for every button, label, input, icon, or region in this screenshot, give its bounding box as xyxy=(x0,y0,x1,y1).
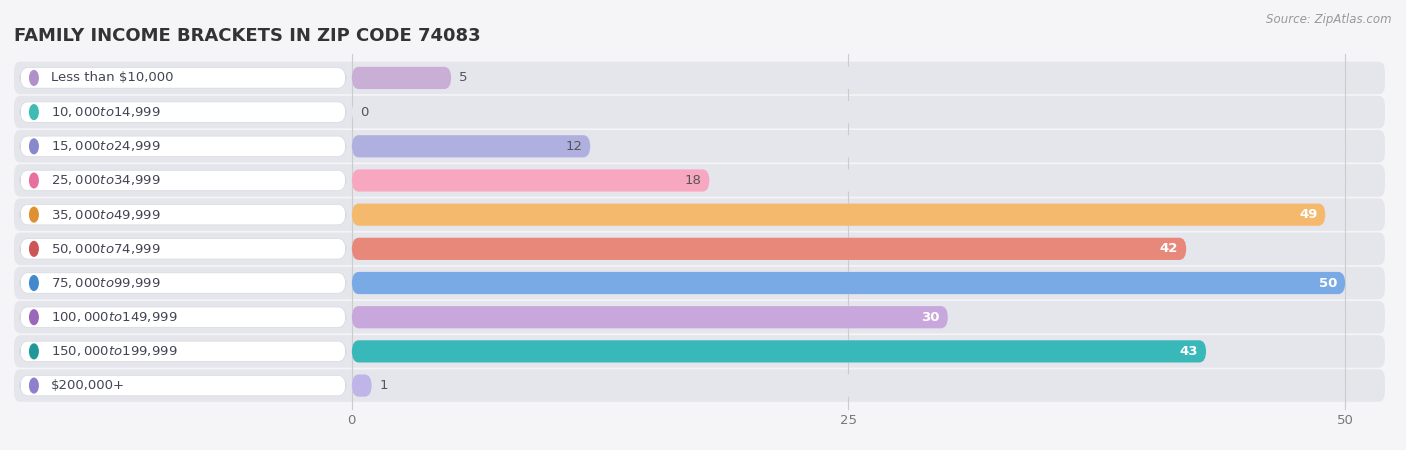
FancyBboxPatch shape xyxy=(14,267,1385,299)
FancyBboxPatch shape xyxy=(352,238,1187,260)
FancyBboxPatch shape xyxy=(352,203,1346,226)
FancyBboxPatch shape xyxy=(20,341,346,362)
FancyBboxPatch shape xyxy=(14,301,1385,333)
Circle shape xyxy=(30,173,38,188)
FancyBboxPatch shape xyxy=(20,170,346,191)
FancyBboxPatch shape xyxy=(352,340,1206,363)
FancyBboxPatch shape xyxy=(14,164,1385,197)
FancyBboxPatch shape xyxy=(352,169,710,192)
FancyBboxPatch shape xyxy=(352,101,1346,123)
Circle shape xyxy=(30,310,38,324)
Text: 30: 30 xyxy=(921,310,939,324)
FancyBboxPatch shape xyxy=(352,374,371,397)
Circle shape xyxy=(30,276,38,290)
Text: $35,000 to $49,999: $35,000 to $49,999 xyxy=(51,207,160,222)
FancyBboxPatch shape xyxy=(352,203,1326,226)
FancyBboxPatch shape xyxy=(352,67,451,89)
FancyBboxPatch shape xyxy=(14,369,1385,402)
Text: FAMILY INCOME BRACKETS IN ZIP CODE 74083: FAMILY INCOME BRACKETS IN ZIP CODE 74083 xyxy=(14,27,481,45)
Text: 18: 18 xyxy=(685,174,702,187)
Text: $100,000 to $149,999: $100,000 to $149,999 xyxy=(51,310,177,324)
FancyBboxPatch shape xyxy=(14,62,1385,94)
FancyBboxPatch shape xyxy=(14,233,1385,265)
FancyBboxPatch shape xyxy=(352,135,591,158)
FancyBboxPatch shape xyxy=(352,169,1346,192)
Text: 42: 42 xyxy=(1160,243,1178,255)
Text: 49: 49 xyxy=(1299,208,1317,221)
FancyBboxPatch shape xyxy=(20,102,346,122)
FancyBboxPatch shape xyxy=(14,198,1385,231)
Text: $25,000 to $34,999: $25,000 to $34,999 xyxy=(51,174,160,188)
FancyBboxPatch shape xyxy=(352,135,1346,158)
Text: 12: 12 xyxy=(565,140,582,153)
Text: $150,000 to $199,999: $150,000 to $199,999 xyxy=(51,344,177,358)
Text: $75,000 to $99,999: $75,000 to $99,999 xyxy=(51,276,160,290)
FancyBboxPatch shape xyxy=(352,272,1346,294)
Text: $200,000+: $200,000+ xyxy=(51,379,125,392)
Text: 1: 1 xyxy=(380,379,388,392)
Text: 43: 43 xyxy=(1180,345,1198,358)
FancyBboxPatch shape xyxy=(20,375,346,396)
Text: 0: 0 xyxy=(360,106,368,119)
Text: $50,000 to $74,999: $50,000 to $74,999 xyxy=(51,242,160,256)
FancyBboxPatch shape xyxy=(352,374,1346,397)
FancyBboxPatch shape xyxy=(352,306,948,328)
Text: $10,000 to $14,999: $10,000 to $14,999 xyxy=(51,105,160,119)
FancyBboxPatch shape xyxy=(20,204,346,225)
Circle shape xyxy=(30,139,38,153)
FancyBboxPatch shape xyxy=(20,307,346,328)
Text: 50: 50 xyxy=(1319,276,1337,289)
Circle shape xyxy=(30,378,38,393)
FancyBboxPatch shape xyxy=(14,130,1385,162)
Text: Source: ZipAtlas.com: Source: ZipAtlas.com xyxy=(1267,14,1392,27)
Circle shape xyxy=(30,242,38,256)
FancyBboxPatch shape xyxy=(352,272,1346,294)
FancyBboxPatch shape xyxy=(14,96,1385,128)
FancyBboxPatch shape xyxy=(352,306,1346,328)
Text: 5: 5 xyxy=(460,72,468,85)
FancyBboxPatch shape xyxy=(352,238,1346,260)
FancyBboxPatch shape xyxy=(14,335,1385,368)
Text: Less than $10,000: Less than $10,000 xyxy=(51,72,173,85)
Circle shape xyxy=(30,344,38,359)
FancyBboxPatch shape xyxy=(352,340,1346,363)
FancyBboxPatch shape xyxy=(352,67,1346,89)
FancyBboxPatch shape xyxy=(20,238,346,259)
FancyBboxPatch shape xyxy=(20,68,346,88)
FancyBboxPatch shape xyxy=(20,136,346,157)
Text: $15,000 to $24,999: $15,000 to $24,999 xyxy=(51,140,160,153)
Circle shape xyxy=(30,105,38,119)
Circle shape xyxy=(30,207,38,222)
Circle shape xyxy=(30,71,38,86)
FancyBboxPatch shape xyxy=(20,273,346,293)
